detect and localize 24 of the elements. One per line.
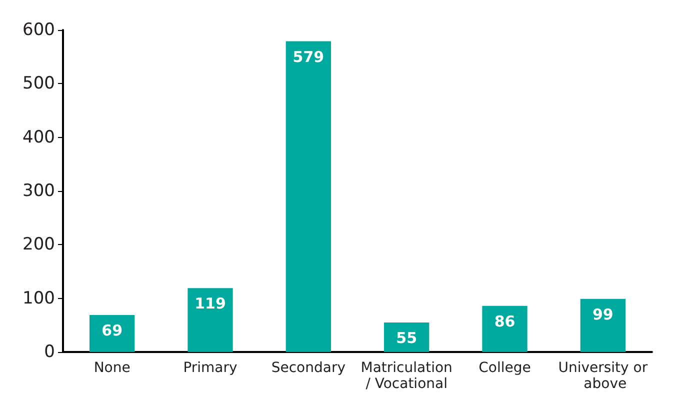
y-tick-label: 300 <box>22 181 55 201</box>
y-tick-label: 500 <box>22 74 55 94</box>
y-tick-label: 200 <box>22 234 55 255</box>
x-tick-label: None <box>94 360 130 376</box>
data-label: 69 <box>102 321 123 340</box>
x-tick-label: College <box>478 360 531 376</box>
bar <box>90 314 135 352</box>
y-tick-label: 0 <box>44 342 55 362</box>
x-tick-label: Matriculation/ Vocational <box>360 360 452 392</box>
x-tick-label: Secondary <box>271 360 346 376</box>
bar <box>482 306 528 352</box>
y-tick-label: 100 <box>22 288 55 308</box>
x-tick-label: Primary <box>183 360 238 376</box>
data-label: 579 <box>292 48 324 66</box>
y-tick-label: 400 <box>22 127 55 148</box>
data-label: 99 <box>592 305 614 324</box>
data-label: 86 <box>494 312 516 330</box>
data-label: 119 <box>194 294 226 313</box>
x-tick-label: University or above <box>558 360 648 392</box>
bar <box>580 298 626 352</box>
bar <box>286 41 331 352</box>
bar <box>188 288 233 352</box>
y-tick-label: 600 <box>22 20 55 40</box>
data-label: 55 <box>396 328 418 347</box>
